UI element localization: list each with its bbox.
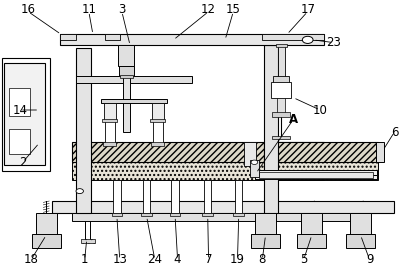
- Bar: [60, 34, 76, 40]
- Bar: [72, 142, 324, 162]
- Bar: [272, 112, 290, 117]
- Bar: [271, 82, 291, 98]
- Bar: [202, 213, 213, 216]
- Bar: [264, 45, 278, 213]
- Bar: [346, 234, 375, 248]
- Text: 5: 5: [300, 253, 307, 266]
- Text: 14: 14: [12, 103, 27, 117]
- Bar: [276, 44, 287, 47]
- Bar: [250, 160, 259, 177]
- Bar: [350, 213, 371, 235]
- Bar: [376, 142, 384, 162]
- Bar: [123, 66, 130, 132]
- Bar: [141, 213, 152, 216]
- Text: 4: 4: [174, 253, 181, 266]
- Text: 18: 18: [24, 253, 38, 266]
- Bar: [262, 34, 324, 40]
- Text: 19: 19: [230, 253, 245, 266]
- Bar: [102, 119, 117, 122]
- Text: 10: 10: [313, 103, 328, 117]
- Bar: [9, 129, 30, 154]
- Bar: [170, 213, 180, 216]
- Circle shape: [76, 189, 83, 194]
- Bar: [101, 99, 167, 103]
- Bar: [255, 170, 377, 175]
- Bar: [277, 98, 285, 113]
- Bar: [112, 213, 122, 216]
- Bar: [105, 121, 115, 143]
- Text: 2: 2: [19, 156, 26, 169]
- Bar: [152, 103, 164, 120]
- Bar: [105, 34, 120, 40]
- Text: 23: 23: [326, 36, 341, 49]
- Bar: [2, 58, 50, 170]
- Bar: [9, 88, 30, 116]
- Text: A: A: [289, 113, 298, 126]
- Bar: [52, 201, 394, 213]
- Bar: [255, 213, 276, 235]
- Bar: [119, 66, 134, 76]
- Bar: [143, 180, 150, 213]
- Text: 13: 13: [112, 253, 127, 266]
- Text: 9: 9: [366, 253, 373, 266]
- Bar: [104, 103, 116, 120]
- Circle shape: [302, 36, 313, 43]
- Bar: [153, 121, 163, 143]
- Bar: [255, 175, 377, 179]
- Bar: [273, 76, 289, 82]
- Bar: [297, 234, 326, 248]
- Bar: [171, 180, 179, 213]
- Bar: [81, 239, 95, 243]
- Text: 11: 11: [81, 3, 96, 16]
- Bar: [76, 48, 91, 213]
- Bar: [244, 142, 256, 166]
- Text: 3: 3: [118, 3, 126, 16]
- Bar: [103, 142, 116, 146]
- Text: 15: 15: [226, 3, 241, 16]
- Bar: [36, 213, 57, 235]
- Bar: [301, 213, 322, 235]
- Bar: [204, 180, 211, 213]
- Text: 6: 6: [391, 125, 398, 139]
- Bar: [264, 142, 378, 162]
- Bar: [60, 34, 324, 45]
- Bar: [120, 75, 133, 78]
- Bar: [113, 180, 121, 213]
- Text: 8: 8: [259, 253, 266, 266]
- Bar: [72, 213, 353, 221]
- Bar: [272, 136, 290, 139]
- Bar: [76, 76, 192, 82]
- Bar: [32, 234, 61, 248]
- Circle shape: [251, 160, 258, 164]
- Text: 17: 17: [300, 3, 315, 16]
- Text: 12: 12: [201, 3, 216, 16]
- Bar: [72, 162, 324, 180]
- Bar: [150, 119, 165, 122]
- Text: 7: 7: [205, 253, 212, 266]
- Bar: [278, 45, 285, 77]
- Bar: [151, 142, 164, 146]
- Text: 1: 1: [81, 253, 88, 266]
- Text: 24: 24: [147, 253, 162, 266]
- Bar: [233, 213, 244, 216]
- Bar: [264, 162, 378, 180]
- Text: 16: 16: [21, 3, 36, 16]
- Bar: [235, 180, 242, 213]
- Bar: [118, 45, 134, 66]
- Bar: [251, 234, 280, 248]
- Bar: [259, 172, 373, 178]
- Bar: [4, 63, 45, 165]
